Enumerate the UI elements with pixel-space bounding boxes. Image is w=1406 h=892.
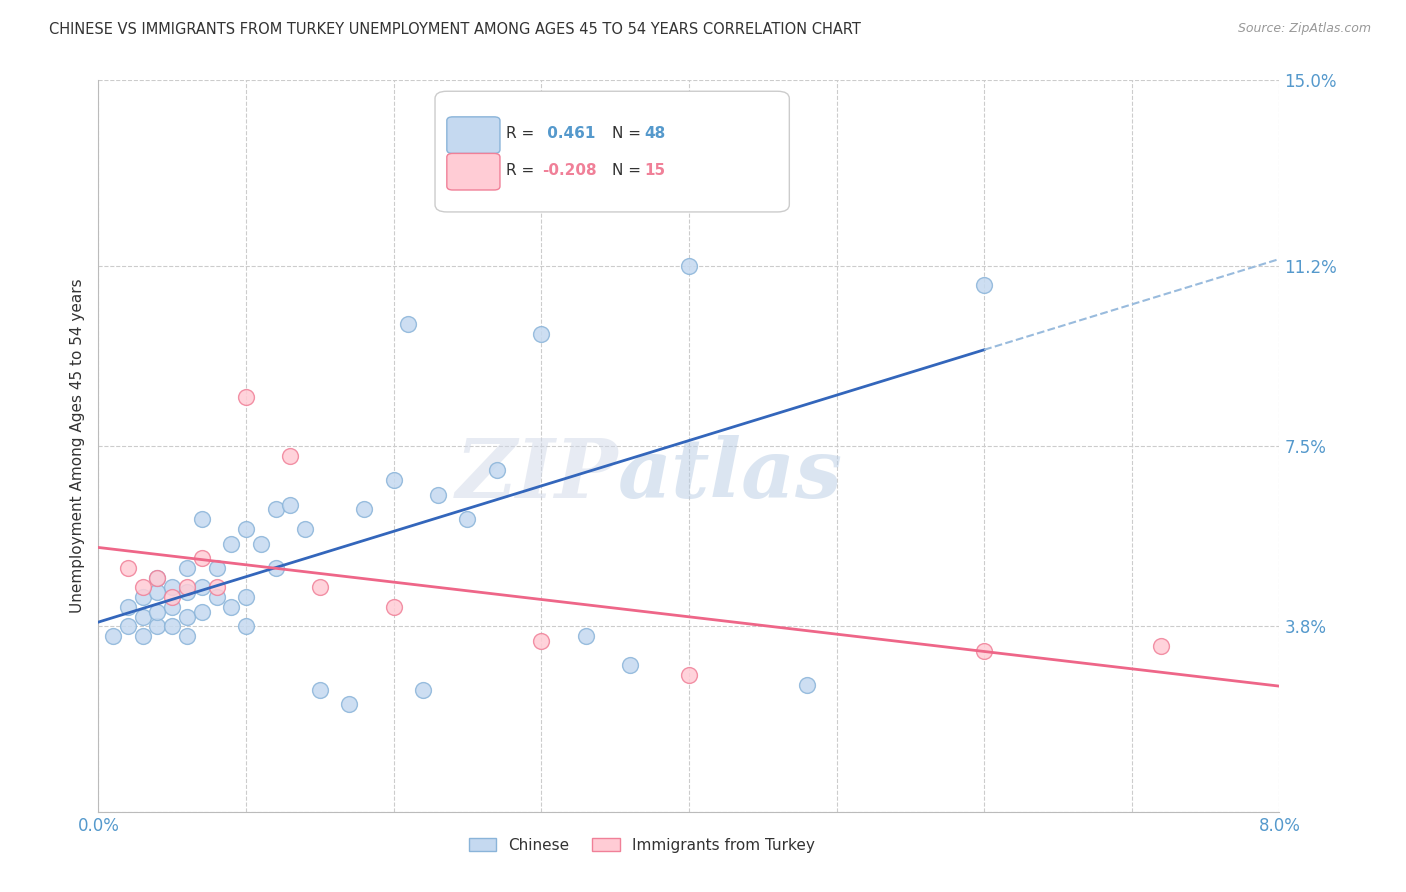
Point: [412, 682, 434, 697]
Point: [398, 317, 420, 331]
Point: [1150, 639, 1173, 653]
Point: [176, 581, 198, 595]
Point: [162, 590, 183, 604]
Text: Source: ZipAtlas.com: Source: ZipAtlas.com: [1237, 22, 1371, 36]
Point: [117, 619, 139, 633]
Point: [973, 278, 995, 293]
Point: [146, 571, 169, 585]
Text: -0.208: -0.208: [543, 162, 598, 178]
Point: [796, 678, 818, 692]
Point: [162, 619, 183, 633]
Point: [235, 522, 257, 536]
Point: [294, 522, 316, 536]
Y-axis label: Unemployment Among Ages 45 to 54 years: Unemployment Among Ages 45 to 54 years: [69, 278, 84, 614]
Point: [264, 502, 287, 516]
Point: [205, 561, 228, 575]
Point: [457, 512, 479, 526]
Text: R =: R =: [506, 162, 538, 178]
Point: [132, 590, 155, 604]
Point: [619, 658, 641, 673]
Text: ZIP: ZIP: [456, 435, 619, 516]
Point: [530, 634, 553, 648]
Legend: Chinese, Immigrants from Turkey: Chinese, Immigrants from Turkey: [463, 831, 821, 859]
Point: [530, 326, 553, 341]
Point: [221, 599, 243, 614]
Text: R =: R =: [506, 126, 538, 141]
Point: [353, 502, 375, 516]
Point: [280, 449, 302, 463]
Point: [264, 561, 287, 575]
Point: [146, 585, 169, 599]
Point: [205, 581, 228, 595]
Point: [176, 609, 198, 624]
Text: atlas: atlas: [619, 435, 844, 516]
Point: [678, 259, 700, 273]
Point: [191, 581, 214, 595]
Point: [176, 561, 198, 575]
Point: [132, 581, 155, 595]
Point: [382, 473, 405, 487]
Point: [103, 629, 125, 643]
Text: 15: 15: [644, 162, 665, 178]
Point: [132, 609, 155, 624]
Point: [162, 599, 183, 614]
Point: [486, 463, 509, 477]
Point: [221, 536, 243, 550]
Point: [309, 682, 332, 697]
Point: [648, 170, 671, 185]
Point: [235, 390, 257, 404]
Point: [146, 605, 169, 619]
Point: [117, 599, 139, 614]
Point: [235, 619, 257, 633]
Point: [280, 498, 302, 512]
Text: N =: N =: [612, 162, 645, 178]
Point: [191, 512, 214, 526]
Point: [382, 599, 405, 614]
Text: CHINESE VS IMMIGRANTS FROM TURKEY UNEMPLOYMENT AMONG AGES 45 TO 54 YEARS CORRELA: CHINESE VS IMMIGRANTS FROM TURKEY UNEMPL…: [49, 22, 860, 37]
Point: [176, 585, 198, 599]
Text: 0.461: 0.461: [543, 126, 596, 141]
Point: [191, 605, 214, 619]
Point: [191, 551, 214, 566]
Point: [132, 629, 155, 643]
Point: [250, 536, 273, 550]
Point: [205, 590, 228, 604]
Point: [176, 629, 198, 643]
Point: [575, 629, 598, 643]
FancyBboxPatch shape: [434, 91, 789, 212]
Point: [235, 590, 257, 604]
Point: [973, 644, 995, 658]
FancyBboxPatch shape: [447, 153, 501, 190]
Point: [309, 581, 332, 595]
Point: [146, 619, 169, 633]
FancyBboxPatch shape: [447, 117, 501, 153]
Point: [339, 698, 361, 712]
Point: [146, 571, 169, 585]
Point: [117, 561, 139, 575]
Point: [162, 581, 183, 595]
Point: [678, 668, 700, 682]
Text: 48: 48: [644, 126, 665, 141]
Point: [427, 488, 450, 502]
Text: N =: N =: [612, 126, 645, 141]
